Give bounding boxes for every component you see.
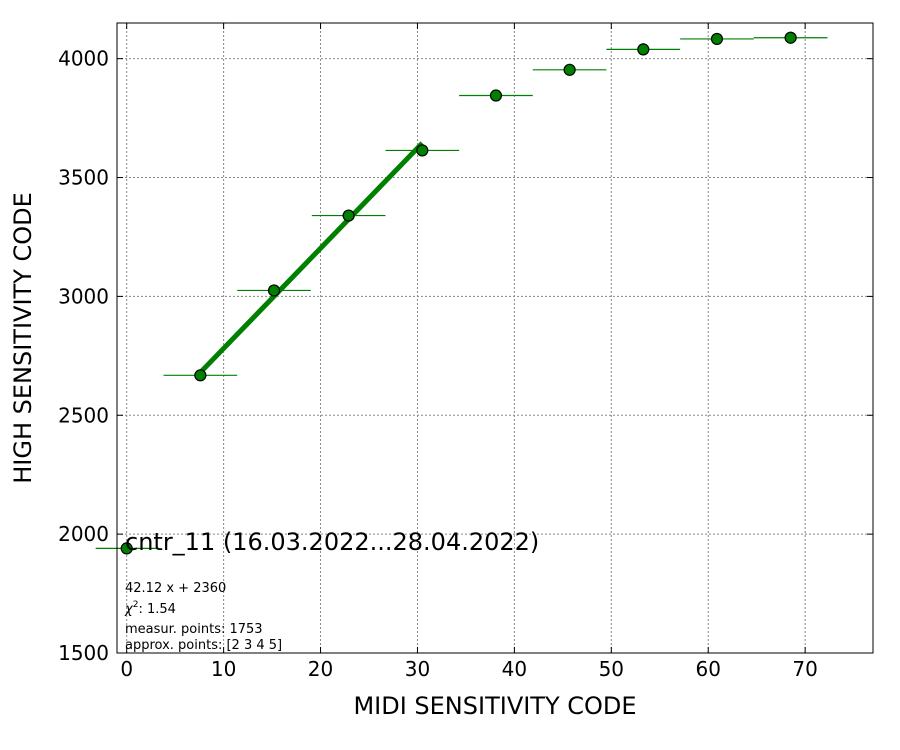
chi-superscript: 2 bbox=[133, 600, 139, 610]
data-point bbox=[416, 144, 429, 157]
data-point bbox=[120, 542, 133, 555]
x-tick-label: 10 bbox=[211, 657, 236, 681]
y-tick-label: 1500 bbox=[58, 641, 109, 665]
y-tick-label: 2000 bbox=[58, 522, 109, 546]
annotation-fit-equation: 42.12 x + 2360 bbox=[125, 581, 226, 596]
y-tick-label: 3000 bbox=[58, 284, 109, 308]
data-point bbox=[637, 43, 650, 56]
x-tick-label: 50 bbox=[599, 657, 624, 681]
y-tick-label: 4000 bbox=[58, 47, 109, 71]
data-point bbox=[342, 209, 355, 222]
annotation-title: cntr_11 (16.03.2022...28.04.2022) bbox=[125, 528, 539, 556]
annotation-block: cntr_11 (16.03.2022...28.04.2022) 42.12 … bbox=[124, 528, 539, 653]
error-bars bbox=[95, 31, 828, 555]
data-point bbox=[194, 369, 207, 382]
data-point bbox=[563, 63, 576, 76]
x-tick-label: 60 bbox=[696, 657, 721, 681]
data-points bbox=[120, 31, 797, 555]
data-point bbox=[710, 32, 724, 46]
data-point bbox=[784, 31, 797, 44]
x-tick-label: 20 bbox=[308, 657, 333, 681]
plot-frame bbox=[116, 22, 874, 654]
data-point bbox=[267, 284, 281, 297]
fit-line bbox=[198, 141, 425, 375]
fit-line-layer bbox=[198, 141, 425, 375]
chi-symbol: χ bbox=[124, 602, 134, 617]
annotation-measur-points: measur. points: 1753 bbox=[125, 622, 263, 637]
x-tick-label: 70 bbox=[792, 657, 817, 681]
annotation-approx-points: approx. points: [2 3 4 5] bbox=[125, 638, 282, 653]
annotation-chi-square: χ2: 1.54 bbox=[124, 600, 176, 617]
axis-ticks: 0 10 20 30 40 50 60 70 1500 2000 2500 3000 3500 4000 bbox=[58, 23, 873, 681]
x-axis-label: MIDI SENSITIVITY CODE bbox=[353, 692, 636, 720]
y-tick-label: 3500 bbox=[58, 166, 109, 190]
y-tick-label: 2500 bbox=[58, 403, 109, 427]
x-tick-label: 30 bbox=[405, 657, 430, 681]
chi-value: : 1.54 bbox=[138, 602, 175, 617]
y-axis-label: HIGH SENSITIVITY CODE bbox=[9, 192, 37, 484]
x-tick-label: 0 bbox=[120, 657, 133, 681]
x-tick-label: 40 bbox=[502, 657, 527, 681]
data-point bbox=[489, 89, 503, 102]
